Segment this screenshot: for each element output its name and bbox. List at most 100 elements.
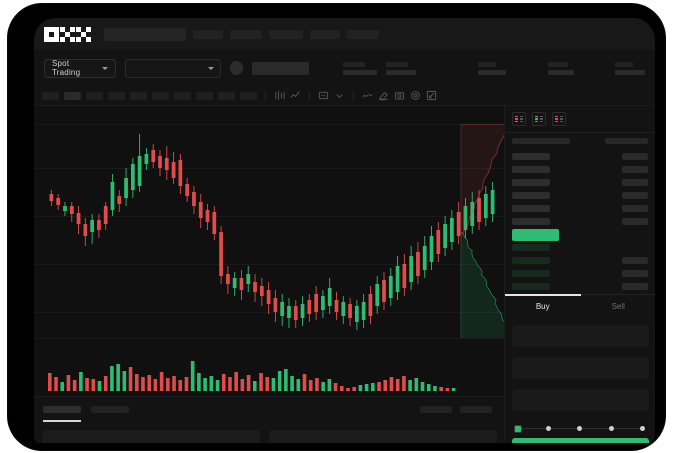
timeframe-10[interactable] — [240, 91, 257, 100]
nav-item-5[interactable] — [347, 29, 379, 39]
orderbook-bids-icon[interactable] — [532, 112, 546, 126]
candlestick-chart[interactable] — [34, 106, 504, 338]
okx-logo-icon[interactable]: OKX — [44, 26, 91, 42]
market-stat-3 — [478, 61, 507, 75]
market-stat-5 — [615, 61, 645, 75]
timeframe-5[interactable] — [130, 91, 147, 100]
slider-step-1[interactable] — [546, 426, 551, 431]
indicators-icon[interactable] — [318, 90, 329, 101]
timeframe-2[interactable] — [64, 91, 81, 100]
nav-item-3[interactable] — [269, 29, 303, 39]
orders-content-left — [42, 430, 260, 443]
slider-step-0[interactable] — [514, 425, 522, 433]
chart-gridline — [34, 216, 504, 217]
order-book-col-amount — [605, 138, 648, 144]
line-chart-icon[interactable] — [290, 90, 301, 101]
nav-item-2[interactable] — [230, 29, 262, 39]
order-book-ask-row[interactable] — [505, 189, 655, 202]
volume-series — [48, 361, 456, 391]
last-price-display — [252, 61, 309, 75]
order-book-bid-row[interactable] — [505, 254, 655, 267]
tab-buy-label: Buy — [535, 302, 550, 311]
timeframe-4[interactable] — [108, 91, 125, 100]
market-stat-4 — [547, 61, 574, 75]
nav-item-1[interactable] — [193, 29, 223, 39]
bottom-action-2[interactable] — [460, 406, 492, 413]
order-book-bid-row[interactable] — [505, 267, 655, 280]
nav-item-4[interactable] — [310, 29, 340, 39]
spot-trading-label: Spot Trading — [52, 59, 81, 77]
order-book-ask-row[interactable] — [505, 150, 655, 163]
submit-buy-button[interactable] — [512, 438, 649, 443]
order-book-last-price[interactable] — [505, 228, 655, 241]
slider-step-4[interactable] — [640, 426, 645, 431]
buy-sell-tabs: Buy Sell — [505, 294, 655, 318]
orderbook-both-icon[interactable] — [512, 112, 526, 126]
chart-toolbar — [34, 86, 655, 106]
tab-sell[interactable]: Sell — [581, 295, 656, 318]
order-book-panel: Buy Sell — [504, 106, 655, 443]
tab-order-history[interactable] — [91, 406, 129, 413]
device-frame: OKX — [8, 4, 665, 450]
orders-tab-row — [43, 406, 129, 413]
submit-buy-label — [512, 438, 513, 439]
toolbar-divider — [353, 90, 354, 101]
order-book-ask-row[interactable] — [505, 202, 655, 215]
trading-pair-select[interactable] — [125, 58, 221, 78]
search-input[interactable] — [104, 27, 186, 41]
orders-panel — [34, 396, 504, 443]
panel-divider — [505, 132, 655, 133]
camera-icon[interactable] — [394, 90, 405, 101]
timeframe-7[interactable] — [174, 91, 191, 100]
toolbar-divider — [309, 90, 310, 101]
timeframe-1[interactable] — [42, 91, 59, 100]
order-book-bid-row[interactable] — [505, 280, 655, 293]
chart-gridline — [34, 264, 504, 265]
settings-icon[interactable] — [410, 90, 421, 101]
okx-logo-k — [60, 26, 75, 42]
chevron-down-icon — [207, 66, 214, 70]
bottom-action-1[interactable] — [420, 406, 452, 413]
order-book-header — [505, 138, 655, 150]
timeframe-8[interactable] — [196, 91, 213, 100]
order-book-col-price — [512, 138, 570, 144]
chart-gridline — [34, 124, 504, 125]
device-screen: OKX — [34, 18, 655, 443]
slider-step-2[interactable] — [577, 426, 582, 431]
top-navigation-bar: OKX — [34, 18, 655, 50]
depth-chart-overlay — [459, 124, 504, 338]
slider-step-3[interactable] — [609, 426, 614, 431]
okx-logo-x — [76, 26, 91, 42]
candlestick-series — [49, 134, 495, 330]
timeframe-6[interactable] — [152, 91, 169, 100]
tab-buy[interactable]: Buy — [505, 294, 581, 318]
coin-avatar — [229, 61, 244, 75]
chevron-down-icon[interactable] — [334, 90, 345, 101]
tab-open-orders[interactable] — [43, 406, 81, 413]
order-book-ask-row[interactable] — [505, 176, 655, 189]
timeframe-9[interactable] — [218, 91, 235, 100]
spot-trading-dropdown[interactable]: Spot Trading — [44, 58, 117, 78]
timeframe-3[interactable] — [86, 91, 103, 100]
market-stat-1 — [342, 61, 377, 75]
order-book-mode-switcher — [505, 106, 655, 131]
order-book-ask-row[interactable] — [505, 215, 655, 228]
tab-sell-label: Sell — [611, 302, 625, 311]
eraser-icon[interactable] — [378, 90, 389, 101]
market-stat-2 — [385, 61, 416, 75]
orders-actions — [420, 406, 492, 413]
fullscreen-icon[interactable] — [426, 90, 437, 101]
volume-histogram — [34, 338, 504, 396]
candlestick-chart-icon[interactable] — [274, 90, 285, 101]
active-tab-underline — [43, 420, 81, 422]
price-field[interactable] — [512, 325, 649, 347]
toolbar-divider — [265, 90, 266, 101]
orderbook-asks-icon[interactable] — [552, 112, 566, 126]
order-book-ask-row[interactable] — [505, 163, 655, 176]
trend-line-icon[interactable] — [362, 90, 373, 101]
amount-field[interactable] — [512, 357, 649, 379]
order-book-bid-row[interactable] — [505, 241, 655, 254]
amount-percent-slider[interactable] — [514, 424, 647, 433]
total-field[interactable] — [512, 389, 649, 411]
